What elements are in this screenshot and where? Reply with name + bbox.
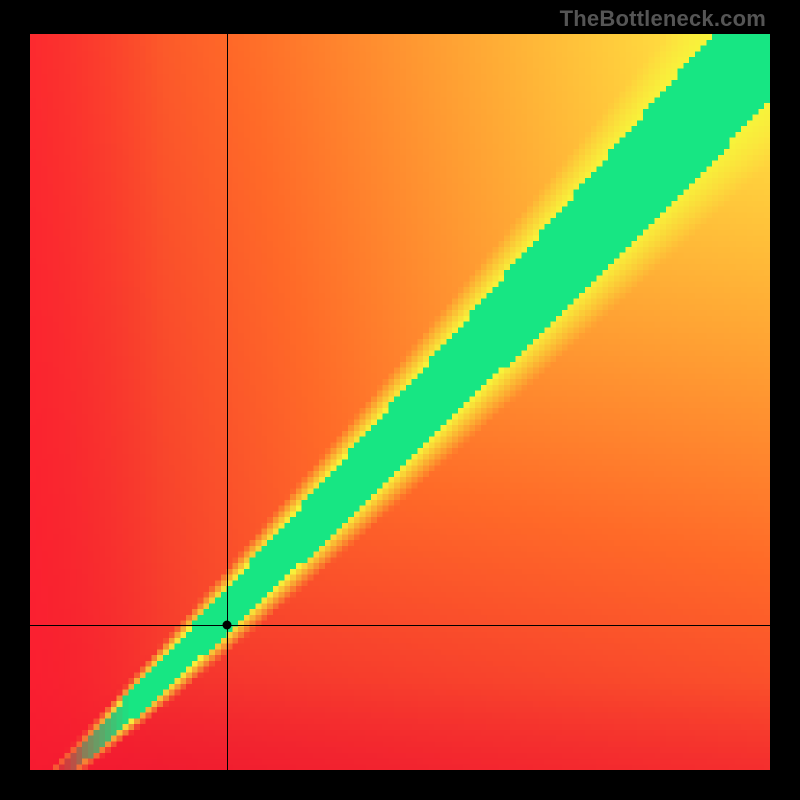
frame: TheBottleneck.com bbox=[0, 0, 800, 800]
heatmap-plot bbox=[30, 34, 770, 770]
crosshair-vertical bbox=[227, 34, 228, 770]
crosshair-horizontal bbox=[30, 625, 770, 626]
selection-marker bbox=[222, 621, 231, 630]
heatmap-canvas bbox=[30, 34, 770, 770]
watermark-label: TheBottleneck.com bbox=[560, 6, 766, 32]
